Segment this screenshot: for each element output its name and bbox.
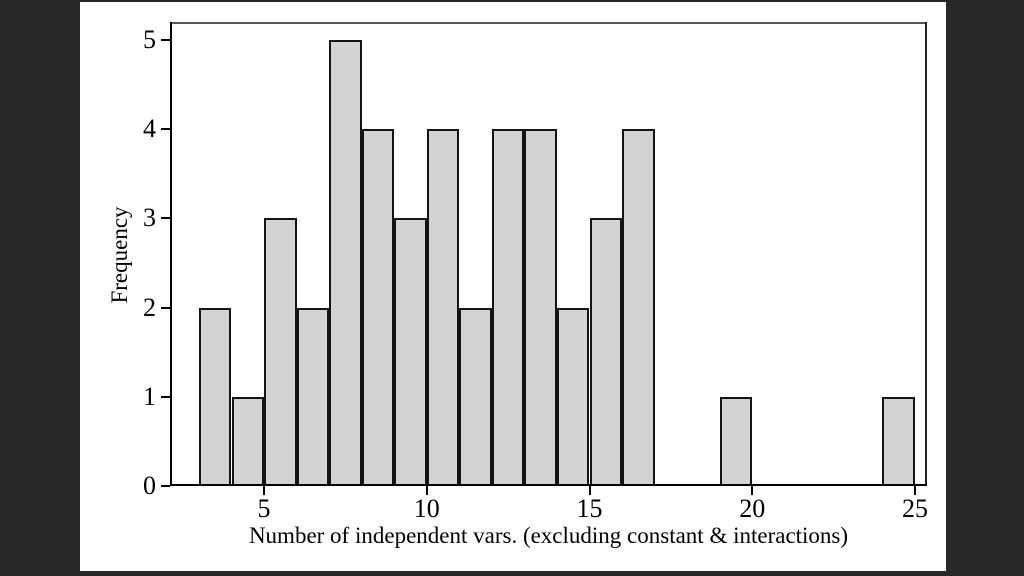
y-tick-label: 1 xyxy=(143,381,156,411)
histogram-bar xyxy=(361,129,395,486)
histogram-bar xyxy=(589,218,623,486)
y-tick-mark xyxy=(161,128,170,131)
histogram-bar xyxy=(198,307,232,486)
histogram-bar xyxy=(491,129,525,486)
histogram-bar xyxy=(622,129,655,486)
y-tick-label: 0 xyxy=(143,471,156,500)
histogram-bar xyxy=(524,129,557,486)
plot-area: 5 10 15 20 25 0 1 2 3 4 5 xyxy=(143,22,928,523)
y-tick-label: 5 xyxy=(143,24,156,54)
histogram-bar xyxy=(296,307,330,486)
y-tick-mark xyxy=(161,306,170,309)
y-tick-label: 2 xyxy=(143,292,156,322)
x-tick-mark xyxy=(588,486,591,495)
histogram-bar xyxy=(329,39,362,486)
y-tick-mark xyxy=(161,38,170,41)
histogram-bar xyxy=(719,396,753,486)
histogram-bar xyxy=(882,396,915,486)
plot-frame-top xyxy=(170,22,927,24)
histogram-bar xyxy=(556,307,590,486)
y-tick-label: 3 xyxy=(143,203,156,233)
x-axis-line xyxy=(170,484,927,486)
histogram-bar xyxy=(264,218,297,486)
y-axis-line xyxy=(170,22,172,486)
y-tick-label: 4 xyxy=(143,114,156,144)
histogram-bar xyxy=(231,396,265,486)
x-tick-mark xyxy=(425,486,428,495)
x-tick-label: 10 xyxy=(413,494,440,523)
x-tick-mark xyxy=(263,486,266,495)
y-tick-mark xyxy=(161,395,170,398)
chart-image: Frequency 5 10 15 20 25 0 1 2 3 4 5 Number of inde… xyxy=(80,2,946,571)
x-tick-mark xyxy=(913,486,916,495)
histogram-bar xyxy=(459,307,492,486)
x-axis-title: Number of independent vars. (excluding c… xyxy=(248,523,849,548)
x-tick-label: 20 xyxy=(739,494,766,523)
x-tick-label: 25 xyxy=(901,494,928,523)
histogram-bar xyxy=(394,218,427,486)
x-tick-label: 15 xyxy=(576,494,603,523)
y-tick-mark xyxy=(161,217,170,220)
y-tick-mark xyxy=(161,485,170,487)
x-tick-label: 5 xyxy=(257,494,271,523)
histogram-bar xyxy=(426,129,460,486)
plot-frame-right xyxy=(925,22,927,486)
x-tick-mark xyxy=(751,486,754,495)
